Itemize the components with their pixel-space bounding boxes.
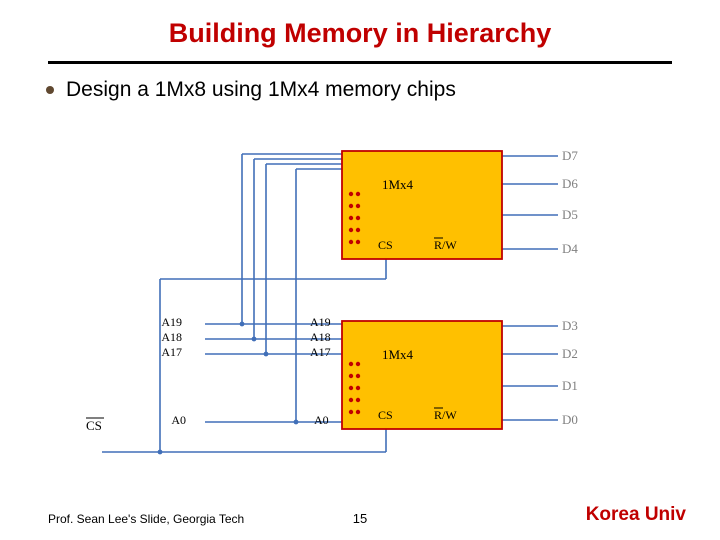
svg-text:D0: D0 (562, 412, 578, 427)
svg-text:A18: A18 (310, 330, 331, 344)
svg-text:1Mx4: 1Mx4 (382, 177, 414, 192)
svg-text:1Mx4: 1Mx4 (382, 347, 414, 362)
svg-text:D7: D7 (562, 148, 578, 163)
memory-diagram: 1Mx4CSR/W1Mx4CSR/WD7D6D5D4D3D2D1D0A19A18… (0, 0, 720, 540)
svg-text:CS: CS (86, 418, 102, 433)
footer-credit: Prof. Sean Lee's Slide, Georgia Tech (48, 512, 244, 526)
svg-text:D4: D4 (562, 241, 578, 256)
svg-text:A19: A19 (310, 315, 331, 329)
footer-org: Korea Univ (586, 504, 686, 526)
svg-text:A19: A19 (161, 315, 182, 329)
svg-text:A0: A0 (171, 413, 186, 427)
svg-text:R/W: R/W (434, 408, 457, 422)
svg-text:D5: D5 (562, 207, 578, 222)
svg-text:D3: D3 (562, 318, 578, 333)
svg-text:A0: A0 (314, 413, 329, 427)
svg-text:D1: D1 (562, 378, 578, 393)
svg-text:CS: CS (378, 408, 393, 422)
page-number: 15 (353, 511, 367, 526)
svg-text:A17: A17 (161, 345, 182, 359)
svg-text:CS: CS (378, 238, 393, 252)
svg-text:A17: A17 (310, 345, 331, 359)
svg-text:A18: A18 (161, 330, 182, 344)
svg-text:R/W: R/W (434, 238, 457, 252)
svg-text:D6: D6 (562, 176, 578, 191)
svg-text:D2: D2 (562, 346, 578, 361)
